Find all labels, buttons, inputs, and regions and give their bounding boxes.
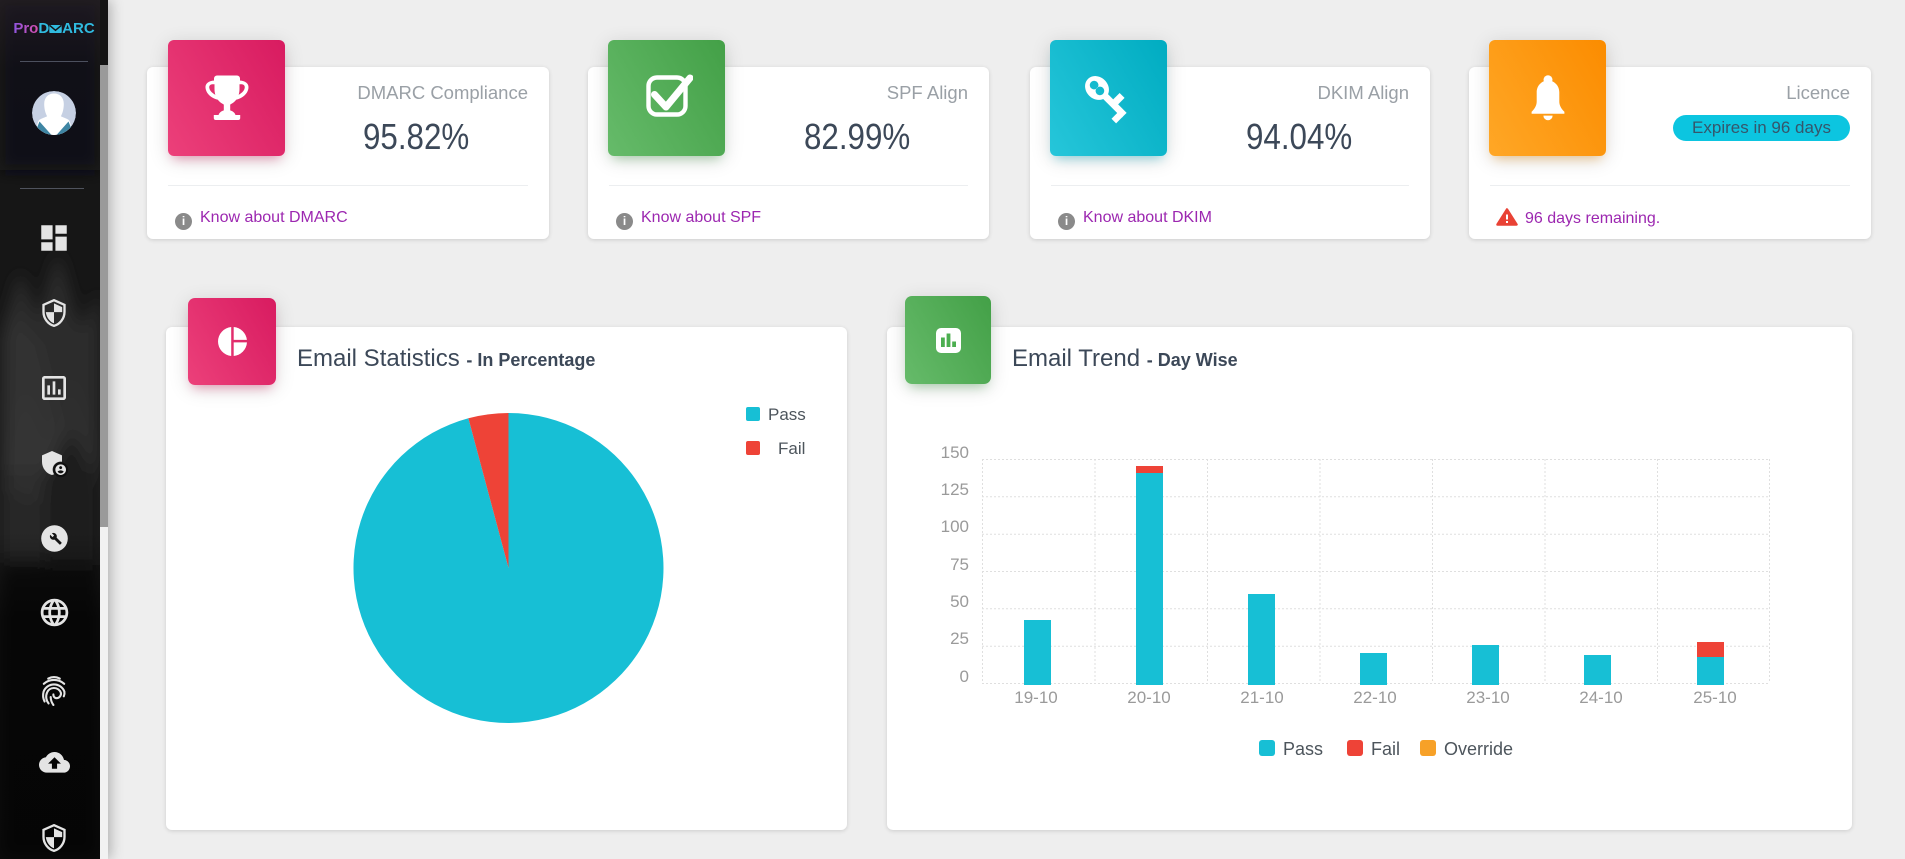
svg-text:100: 100 [941,517,969,536]
svg-text:22-10: 22-10 [1353,688,1396,707]
svg-text:25-10: 25-10 [1693,688,1736,707]
svg-text:20-10: 20-10 [1127,688,1170,707]
svg-text:Fail: Fail [1371,739,1400,759]
svg-text:24-10: 24-10 [1579,688,1622,707]
svg-text:19-10: 19-10 [1014,688,1057,707]
svg-text:75: 75 [950,555,969,574]
svg-text:0: 0 [960,667,969,686]
svg-text:Override: Override [1444,739,1513,759]
svg-text:150: 150 [941,443,969,462]
svg-text:125: 125 [941,480,969,499]
svg-text:21-10: 21-10 [1240,688,1283,707]
svg-text:50: 50 [950,592,969,611]
svg-text:Pass: Pass [1283,739,1323,759]
svg-text:25: 25 [950,629,969,648]
svg-text:23-10: 23-10 [1466,688,1509,707]
